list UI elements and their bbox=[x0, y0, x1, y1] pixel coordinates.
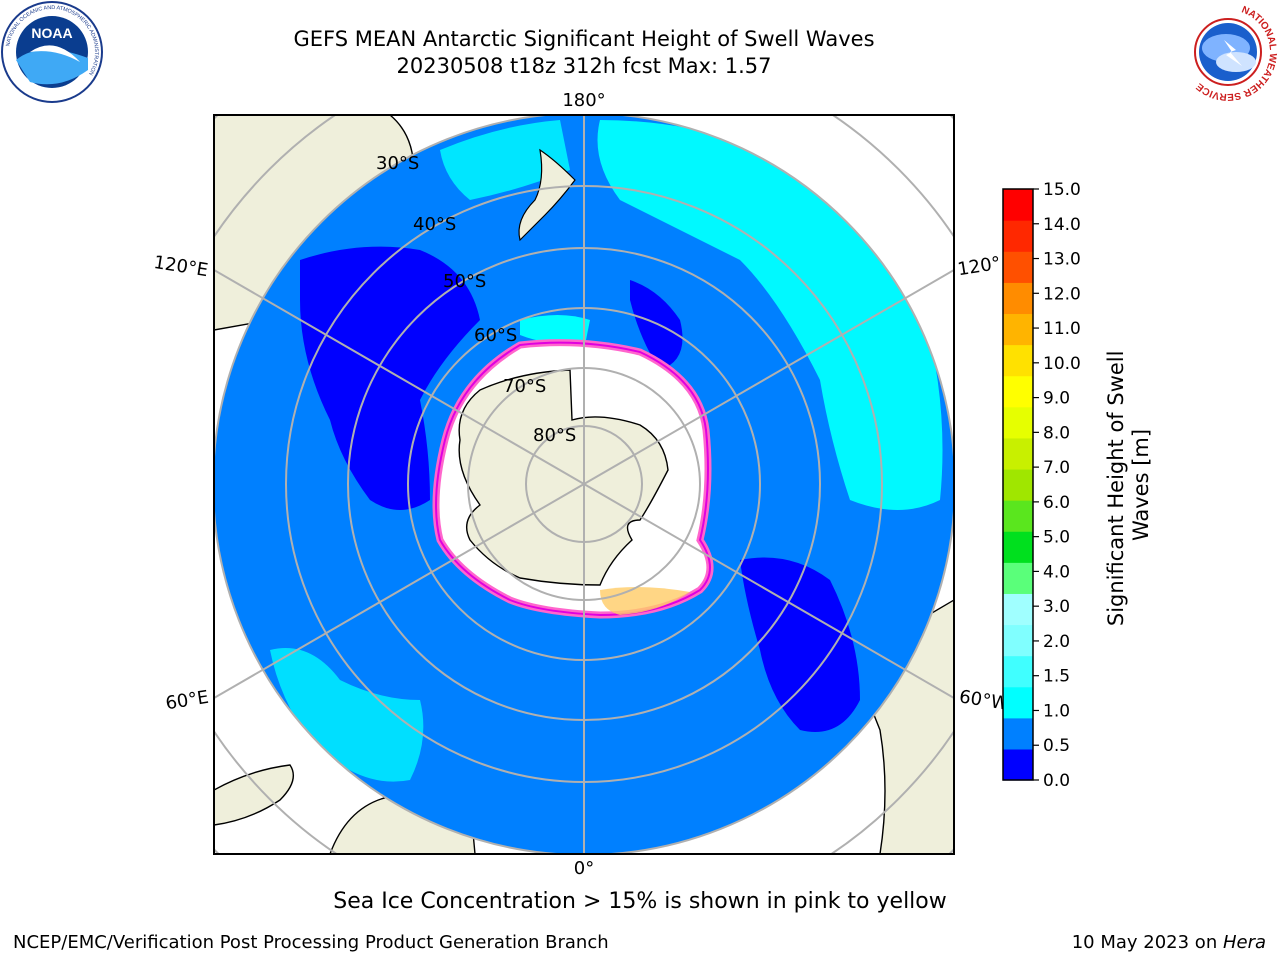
lon-label-0: 0° bbox=[574, 858, 594, 879]
footer-date: 10 May 2023 on Hera bbox=[1072, 932, 1266, 953]
lat-label-80s: 80°S bbox=[533, 425, 576, 446]
colorbar-swatch bbox=[1003, 189, 1033, 221]
sea-ice-note: Sea Ice Concentration > 15% is shown in … bbox=[333, 889, 947, 914]
colorbar-tick-label: 8.0 bbox=[1043, 423, 1070, 443]
colorbar-swatch bbox=[1003, 686, 1033, 719]
colorbar-tick-label: 1.5 bbox=[1043, 667, 1070, 687]
lat-label-70s: 70°S bbox=[503, 376, 546, 397]
cyan-swell-indian bbox=[270, 648, 424, 782]
madagascar-land bbox=[214, 764, 294, 826]
colorbar-tick-label: 13.0 bbox=[1043, 250, 1081, 270]
graticule bbox=[214, 115, 954, 854]
footer-date-text: 10 May 2023 on bbox=[1071, 932, 1223, 953]
colorbar-title: Significant Height of Swell Waves [m] bbox=[1104, 344, 1153, 627]
chart-title: GEFS MEAN Antarctic Significant Height o… bbox=[293, 27, 875, 51]
antarctica-land bbox=[458, 369, 669, 586]
nws-logo: NATIONAL WEATHER SERVICE bbox=[1178, 2, 1278, 102]
svg-text:NOAA: NOAA bbox=[31, 25, 72, 41]
colorbar-tick-label: 0.0 bbox=[1043, 771, 1070, 791]
colorbar-tick-label: 14.0 bbox=[1043, 215, 1081, 235]
colorbar-title-line1: Significant Height of Swell bbox=[1104, 351, 1128, 627]
colorbar-swatch bbox=[1003, 313, 1033, 346]
colorbar: 0.0 0.5 1.0 1.5 2.0 3.0 4.0 5.0 6.0 7.0 8.0 9.0 10.0… bbox=[1002, 180, 1081, 791]
colorbar-tick-label: 12.0 bbox=[1043, 284, 1081, 304]
colorbar-swatch bbox=[1003, 593, 1033, 626]
colorbar-swatch bbox=[1003, 437, 1033, 470]
colorbar-swatch bbox=[1003, 748, 1033, 781]
chart-subtitle: 20230508 t18z 312h fcst Max: 1.57 bbox=[396, 54, 772, 78]
colorbar-frame bbox=[1002, 188, 1034, 781]
colorbar-swatch bbox=[1003, 624, 1033, 657]
colorbar-tick-label: 6.0 bbox=[1043, 493, 1070, 513]
new-zealand-land bbox=[518, 148, 576, 242]
colorbar-swatches bbox=[1003, 189, 1033, 781]
colorbar-ticks: 0.0 0.5 1.0 1.5 2.0 3.0 4.0 5.0 6.0 7.0 8.0 9.0 10.0… bbox=[1033, 180, 1081, 791]
svg-text:Significant Height of Swell: Significant Height of Swell Waves [m] bbox=[1104, 344, 1153, 626]
colorbar-swatch bbox=[1003, 406, 1033, 439]
lat-label-30s: 30°S bbox=[376, 153, 419, 174]
map-frame bbox=[213, 114, 955, 855]
noaa-logo: NOAA NATIONAL OCEANIC AND ATMOSPHERIC AD… bbox=[1, 1, 103, 103]
polar-map: 30°S 40°S 50°S 60°S 70°S 80°S 180° 120°E… bbox=[152, 90, 1010, 879]
colorbar-tick-label: 2.0 bbox=[1043, 632, 1070, 652]
lon-label-60e: 60°E bbox=[164, 687, 210, 715]
colorbar-tick-label: 15.0 bbox=[1043, 180, 1081, 200]
cyan-swell-southern bbox=[520, 315, 590, 345]
colorbar-swatch bbox=[1003, 282, 1033, 315]
colorbar-tick-label: 3.0 bbox=[1043, 597, 1070, 617]
lat-label-60s: 60°S bbox=[474, 325, 517, 346]
lon-label-180: 180° bbox=[562, 90, 605, 111]
footer-machine: Hera bbox=[1222, 932, 1266, 953]
colorbar-tick-label: 5.0 bbox=[1043, 528, 1070, 548]
colorbar-tick-label: 11.0 bbox=[1043, 319, 1081, 339]
colorbar-swatch bbox=[1003, 251, 1033, 283]
colorbar-tick-label: 1.0 bbox=[1043, 701, 1070, 721]
colorbar-tick-label: 0.5 bbox=[1043, 736, 1070, 756]
colorbar-swatch bbox=[1003, 500, 1033, 532]
lon-label-120e: 120°E bbox=[152, 252, 209, 281]
colorbar-swatch bbox=[1003, 531, 1033, 563]
colorbar-swatch bbox=[1003, 375, 1033, 408]
colorbar-swatch bbox=[1003, 468, 1033, 501]
cyan-swell-north bbox=[440, 120, 570, 200]
lat-label-40s: 40°S bbox=[413, 214, 456, 235]
colorbar-tick-label: 4.0 bbox=[1043, 562, 1070, 582]
colorbar-tick-label: 7.0 bbox=[1043, 458, 1070, 478]
footer-credit: NCEP/EMC/Verification Post Processing Pr… bbox=[13, 932, 609, 953]
dark-blue-south-australia bbox=[300, 246, 480, 510]
dark-blue-ross bbox=[630, 280, 683, 370]
lat-label-50s: 50°S bbox=[443, 271, 486, 292]
colorbar-swatch bbox=[1003, 562, 1033, 594]
colorbar-tick-label: 10.0 bbox=[1043, 354, 1081, 374]
colorbar-swatch bbox=[1003, 655, 1033, 688]
dark-blue-drake bbox=[740, 557, 860, 732]
colorbar-swatch bbox=[1003, 344, 1033, 377]
colorbar-title-line2: Waves [m] bbox=[1129, 429, 1153, 541]
colorbar-swatch bbox=[1003, 717, 1033, 750]
colorbar-tick-label: 9.0 bbox=[1043, 389, 1070, 409]
colorbar-swatch bbox=[1003, 220, 1033, 252]
